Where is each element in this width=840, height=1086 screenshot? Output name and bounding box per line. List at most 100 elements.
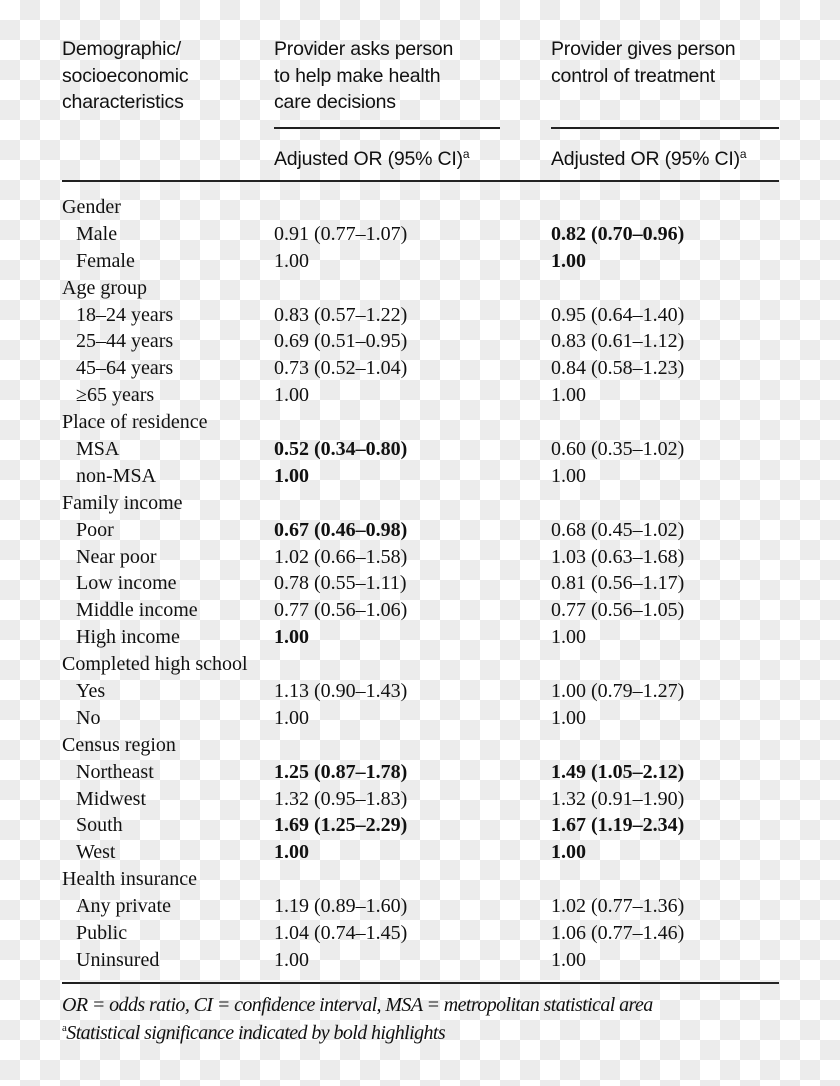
table-row: 45–64 years 0.73 (0.52–1.04) 0.84 (0.58–1.… — [62, 355, 782, 382]
row-label: 25–44 years — [76, 330, 174, 353]
or-asks-decisions: 1.13 (0.90–1.43) — [274, 680, 408, 703]
or-gives-control: 1.67 (1.19–2.34) — [551, 814, 685, 837]
or-asks-decisions: 1.00 — [274, 948, 309, 971]
or-asks-decisions: 1.69 (1.25–2.29) — [274, 814, 408, 837]
row-label: Place of residence — [62, 411, 208, 434]
row-label: 18–24 years — [76, 303, 174, 326]
row-label: Completed high school — [62, 653, 248, 676]
row-label: Age group — [62, 276, 147, 299]
or-asks-decisions: 1.25 (0.87–1.78) — [274, 760, 408, 783]
or-asks-decisions: 0.67 (0.46–0.98) — [274, 518, 408, 541]
table-group-row: Census region — [62, 732, 782, 759]
table-group-row: Health insurance — [62, 866, 782, 893]
table-row: MSA 0.52 (0.34–0.80) 0.60 (0.35–1.02) — [62, 436, 782, 463]
subheader-sup: a — [739, 147, 747, 161]
or-asks-decisions: 1.00 — [274, 249, 309, 272]
or-asks-decisions: 1.19 (0.89–1.60) — [274, 895, 408, 918]
row-label: Low income — [76, 572, 177, 595]
row-label: Uninsured — [76, 948, 160, 971]
or-asks-decisions: 0.73 (0.52–1.04) — [274, 357, 408, 380]
header-line: socioeconomic — [62, 64, 189, 87]
row-label: No — [76, 706, 101, 729]
row-label: South — [76, 814, 123, 837]
row-label: Middle income — [76, 599, 198, 622]
row-label: Yes — [76, 680, 106, 703]
or-asks-decisions: 1.00 — [274, 706, 309, 729]
table-group-row: Place of residence — [62, 409, 782, 436]
or-gives-control: 0.68 (0.45–1.02) — [551, 518, 685, 541]
row-label: non-MSA — [76, 464, 157, 487]
row-label: ≥65 years — [76, 384, 155, 407]
table-row: High income 1.00 1.00 — [62, 624, 782, 651]
header-characteristics: Demographic/ socioeconomic characteristi… — [62, 36, 189, 116]
table-row: Low income 0.78 (0.55–1.11) 0.81 (0.56–1.1… — [62, 570, 782, 597]
row-label: Northeast — [76, 760, 154, 783]
or-gives-control: 0.77 (0.56–1.05) — [551, 599, 685, 622]
or-asks-decisions: 0.69 (0.51–0.95) — [274, 330, 408, 353]
table-row: Midwest 1.32 (0.95–1.83) 1.32 (0.91–1.90) — [62, 786, 782, 813]
table-group-row: Gender — [62, 194, 782, 221]
footnote-abbreviations: OR = odds ratio, CI = confidence interva… — [62, 994, 653, 1016]
or-asks-decisions: 1.00 — [274, 626, 309, 649]
or-gives-control: 0.84 (0.58–1.23) — [551, 357, 685, 380]
footnote-text: Statistical significance indicated by bo… — [66, 1022, 446, 1044]
table-row: ≥65 years 1.00 1.00 — [62, 382, 782, 409]
table-row: Uninsured 1.00 1.00 — [62, 947, 782, 974]
header-gives-control: Provider gives person control of treatme… — [551, 36, 736, 89]
or-gives-control: 0.60 (0.35–1.02) — [551, 438, 685, 461]
table-row: 18–24 years 0.83 (0.57–1.22) 0.95 (0.64–1.… — [62, 302, 782, 329]
or-gives-control: 1.00 (0.79–1.27) — [551, 680, 685, 703]
or-gives-control: 1.02 (0.77–1.36) — [551, 895, 685, 918]
or-gives-control: 1.00 — [551, 841, 586, 864]
or-gives-control: 1.00 — [551, 384, 586, 407]
or-gives-control: 1.32 (0.91–1.90) — [551, 787, 685, 810]
or-asks-decisions: 1.32 (0.95–1.83) — [274, 787, 408, 810]
row-label: 45–64 years — [76, 357, 174, 380]
row-label: Census region — [62, 733, 176, 756]
or-gives-control: 0.82 (0.70–0.96) — [551, 222, 685, 245]
or-gives-control: 1.03 (0.63–1.68) — [551, 545, 685, 568]
table-row: Poor 0.67 (0.46–0.98) 0.68 (0.45–1.02) — [62, 517, 782, 544]
or-gives-control: 1.00 — [551, 249, 586, 272]
row-label: Poor — [76, 518, 114, 541]
table-body: Gender Male 0.91 (0.77–1.07) 0.82 (0.70–0.9… — [62, 194, 782, 974]
or-asks-decisions: 0.91 (0.77–1.07) — [274, 222, 408, 245]
subheader-text: Adjusted OR (95% CI) — [274, 148, 463, 170]
table-group-row: Completed high school — [62, 651, 782, 678]
row-label: Health insurance — [62, 868, 197, 891]
table-row: West 1.00 1.00 — [62, 839, 782, 866]
row-label: Male — [76, 222, 118, 245]
row-label: Female — [76, 249, 135, 272]
table-row: Middle income 0.77 (0.56–1.06) 0.77 (0.56–… — [62, 597, 782, 624]
table-row: No 1.00 1.00 — [62, 705, 782, 732]
header-line: to help make health — [274, 64, 441, 87]
or-gives-control: 1.00 — [551, 464, 586, 487]
subheader-col2: Adjusted OR (95% CI)a — [551, 141, 747, 173]
or-asks-decisions: 1.04 (0.74–1.45) — [274, 922, 408, 945]
header-asks-decisions: Provider asks person to help make health… — [274, 36, 453, 116]
or-asks-decisions: 0.77 (0.56–1.06) — [274, 599, 408, 622]
header-bottom-rule — [62, 180, 779, 182]
or-asks-decisions: 1.00 — [274, 464, 309, 487]
header-rule-col1 — [274, 127, 500, 129]
header-line: care decisions — [274, 91, 396, 113]
row-label: Midwest — [76, 787, 146, 810]
table-row: Near poor 1.02 (0.66–1.58) 1.03 (0.63–1.68… — [62, 544, 782, 571]
row-label: Any private — [76, 895, 171, 918]
row-label: Gender — [62, 196, 121, 218]
or-gives-control: 0.83 (0.61–1.12) — [551, 330, 685, 353]
header-rule-col2 — [551, 127, 779, 129]
or-asks-decisions: 0.83 (0.57–1.22) — [274, 303, 408, 326]
table-row: Northeast 1.25 (0.87–1.78) 1.49 (1.05–2.12… — [62, 759, 782, 786]
subheader-col1: Adjusted OR (95% CI)a — [274, 141, 470, 173]
or-gives-control: 0.95 (0.64–1.40) — [551, 303, 685, 326]
table-row: 25–44 years 0.69 (0.51–0.95) 0.83 (0.61–1.… — [62, 328, 782, 355]
or-asks-decisions: 1.02 (0.66–1.58) — [274, 545, 408, 568]
table-group-row: Age group — [62, 275, 782, 302]
header-line: Provider gives person — [551, 38, 736, 60]
or-gives-control: 0.81 (0.56–1.17) — [551, 572, 685, 595]
table-group-row: Family income — [62, 490, 782, 517]
row-label: Family income — [62, 491, 183, 514]
or-gives-control: 1.06 (0.77–1.46) — [551, 922, 685, 945]
table-row: Public 1.04 (0.74–1.45) 1.06 (0.77–1.46) — [62, 920, 782, 947]
